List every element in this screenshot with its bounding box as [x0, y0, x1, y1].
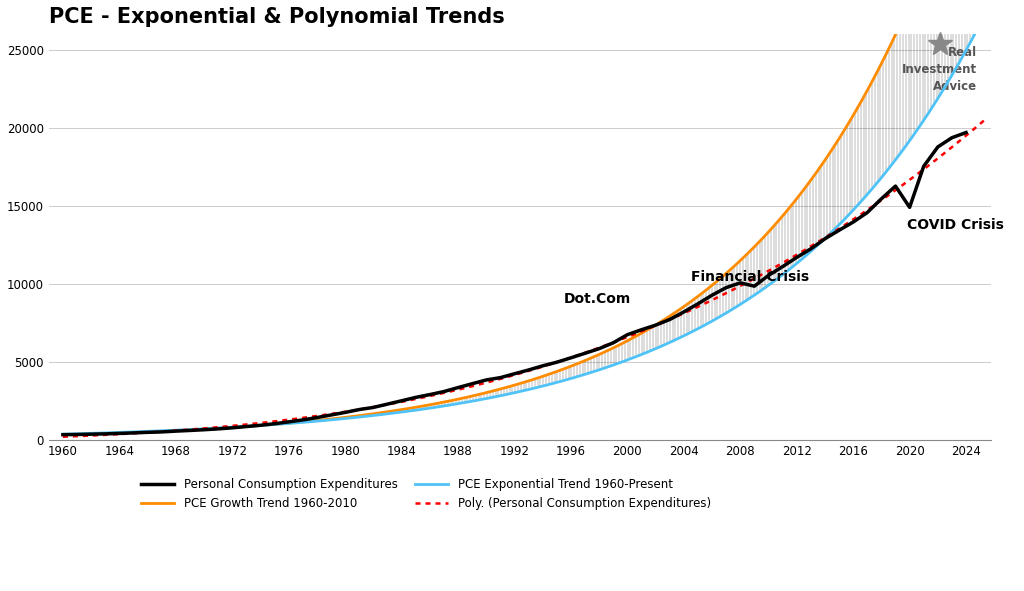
Text: Real
Investment
Advice: Real Investment Advice — [902, 46, 977, 93]
Text: PCE - Exponential & Polynomial Trends: PCE - Exponential & Polynomial Trends — [49, 7, 505, 27]
Legend: Personal Consumption Expenditures, PCE Growth Trend 1960-2010, PCE Exponential T: Personal Consumption Expenditures, PCE G… — [136, 474, 716, 515]
Text: Dot.Com: Dot.Com — [564, 291, 631, 306]
Text: Financial Crisis: Financial Crisis — [691, 269, 809, 284]
Text: COVID Crisis: COVID Crisis — [907, 218, 1004, 232]
